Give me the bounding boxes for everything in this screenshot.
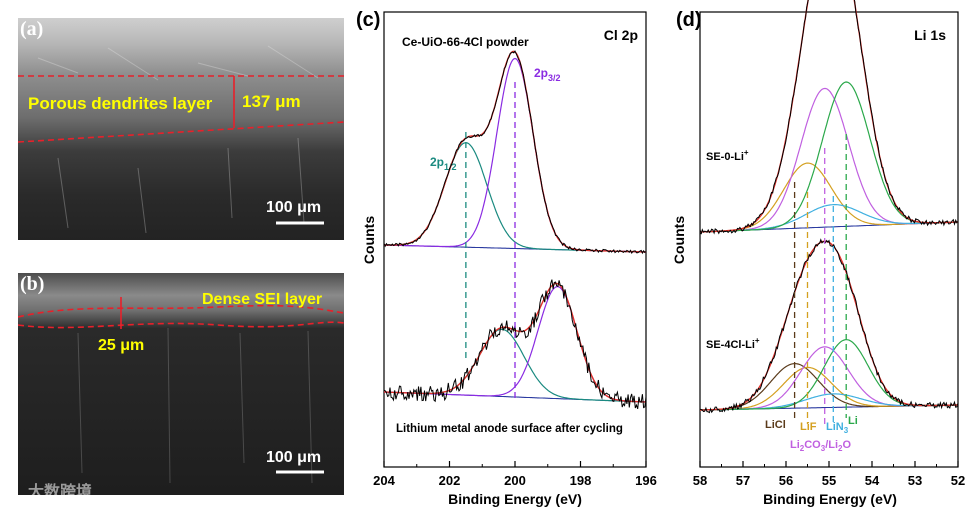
sem-b-top-boundary: [18, 304, 344, 318]
peak-label-2p12-main: 2p: [430, 155, 444, 169]
curves-c: [383, 50, 647, 410]
x-tick-label-54: 54: [865, 473, 880, 488]
component-LiCl-1: [700, 362, 958, 411]
annotation-dense-sei: Dense SEI layer: [202, 291, 323, 308]
x-tick-label-196: 196: [635, 473, 657, 488]
chart-d: (d) Li 1s SE-0-Li+ SE-4Cl-Li+ LiCl LiF L…: [671, 0, 965, 507]
legend-licl: LiCl: [765, 419, 786, 431]
x-tick-label-57: 57: [736, 473, 750, 488]
legend-li: Li: [848, 415, 858, 427]
raw-data-0: [383, 50, 647, 255]
panel-tag-c: (c): [356, 9, 380, 31]
peak-label-2p32-sub: 3/2: [548, 73, 561, 83]
sem-a-texture: [37, 45, 319, 234]
top-label-d-main: SE-0-Li: [706, 151, 744, 163]
component-LiF-1: [700, 366, 958, 411]
x-ticks-d: 58 57 56 55 54 53 52: [693, 461, 965, 488]
annotation-porous-dendrites: Porous dendrites layer: [28, 94, 213, 113]
bottom-label-c: Lithium metal anode surface after cyclin…: [396, 423, 623, 435]
thickness-137: 137 μm: [242, 92, 301, 111]
bottom-label-d: SE-4Cl-Li+: [706, 336, 760, 351]
component-LiN3-0: [700, 204, 958, 233]
x-tick-label-52: 52: [951, 473, 965, 488]
envelope-1: [700, 240, 958, 411]
top-label-c: Ce-UiO-66-4Cl powder: [402, 35, 529, 49]
panel-tag-d: (d): [676, 9, 702, 31]
x-tick-label-55: 55: [822, 473, 836, 488]
legend-li2co3-b: 2: [800, 444, 805, 453]
legend-li2co3: Li2CO3/Li2O: [790, 439, 851, 453]
sem-a-bottom-boundary: [18, 121, 344, 143]
component-Li2CO3/Li2O-1: [700, 346, 958, 411]
peak-label-2p32: 2p3/2: [534, 66, 561, 83]
scalebar-label-b: 100 μm: [266, 449, 322, 466]
chart-c: (c) Cl 2p Ce-UiO-66-4Cl powder Lithium m…: [356, 9, 657, 507]
sem-b-bottom-boundary: [18, 321, 344, 329]
panel-tag-b: (b): [20, 273, 45, 295]
top-label-d: SE-0-Li+: [706, 148, 749, 163]
legend-lif: LiF: [800, 421, 817, 433]
thickness-25: 25 μm: [98, 337, 145, 354]
sem-b-texture: [77, 327, 313, 484]
x-axis-label-d: Binding Energy (eV): [763, 491, 897, 507]
raw-data-0: [699, 0, 959, 235]
x-tick-label-202: 202: [439, 473, 461, 488]
sem-image-a: Porous dendrites layer 137 μm 100 μm: [18, 18, 344, 240]
x-tick-label-53: 53: [908, 473, 922, 488]
panel-tag-a: (a): [20, 18, 44, 40]
x-tick-label-56: 56: [779, 473, 793, 488]
legend-li2co3-d: 3: [821, 444, 826, 453]
legend-li2co3-f: 2: [838, 444, 843, 453]
y-axis-label-d: Counts: [671, 216, 687, 264]
peak-label-2p12: 2p1/2: [430, 155, 457, 172]
bottom-label-d-sup: +: [755, 336, 760, 345]
plot-frame-d: [699, 11, 959, 468]
x-ticks-c: 204 202 200 198 196: [373, 461, 657, 488]
sem-image-b: Dense SEI layer 25 μm 100 μm: [18, 273, 344, 495]
chart-title-c: Cl 2p: [604, 27, 638, 43]
envelope-0: [384, 50, 646, 253]
top-label-d-sup: +: [744, 148, 749, 157]
legend-li2co3-g: O: [842, 439, 851, 451]
legend-li2co3-a: Li: [790, 439, 800, 451]
legend-li2co3-c: CO: [804, 439, 821, 451]
x-tick-label-58: 58: [693, 473, 707, 488]
chart-title-d: Li 1s: [914, 27, 946, 43]
curves-d: [699, 0, 959, 424]
x-tick-label-200: 200: [504, 473, 526, 488]
watermark: 大数跨境: [28, 484, 93, 501]
y-axis-label-c: Counts: [361, 216, 377, 264]
raw-data-1: [699, 238, 959, 414]
legend-lin3-main: LiN: [826, 421, 844, 433]
legend-li2co3-e: /Li: [825, 439, 838, 451]
x-tick-label-204: 204: [373, 473, 395, 488]
peak-label-2p32-main: 2p: [534, 66, 548, 80]
legend-lin3-sub: 3: [844, 426, 849, 435]
x-axis-label-c: Binding Energy (eV): [448, 491, 582, 507]
x-tick-label-198: 198: [570, 473, 592, 488]
legend-lin3: LiN3: [826, 421, 849, 435]
scalebar-label-a: 100 μm: [266, 199, 322, 216]
bottom-label-d-main: SE-4Cl-Li: [706, 339, 755, 351]
